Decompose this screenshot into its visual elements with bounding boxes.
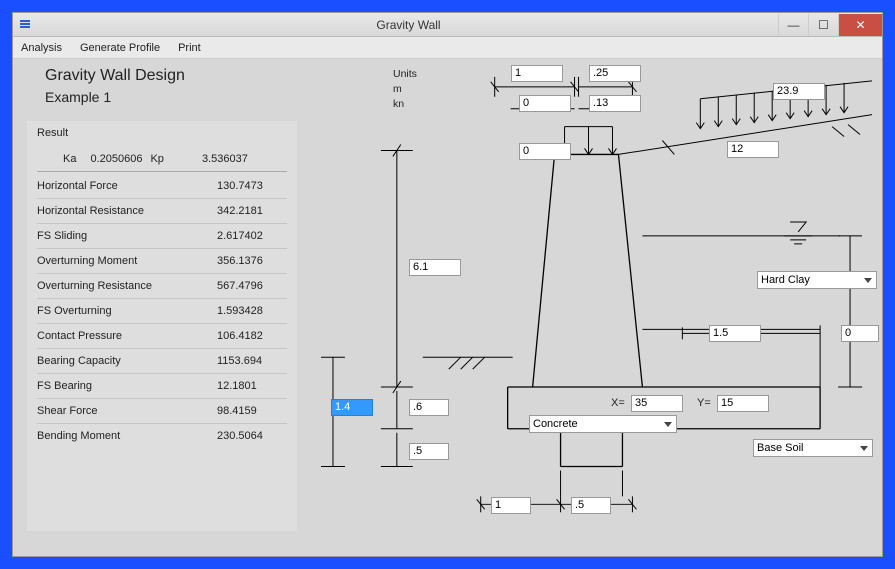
result-label: Horizontal Resistance [37, 205, 144, 217]
result-row: Overturning Resistance 567.4796 [37, 274, 287, 299]
input-x[interactable]: 35 [631, 395, 683, 412]
ka-label: Ka [63, 153, 76, 165]
result-value: 12.1801 [217, 380, 287, 392]
result-label: Bearing Capacity [37, 355, 121, 367]
menubar: Analysis Generate Profile Print [13, 37, 882, 59]
result-label: Bending Moment [37, 430, 120, 442]
input-heel-width[interactable]: 1.5 [709, 325, 761, 342]
result-row: FS Overturning 1.593428 [37, 299, 287, 324]
ka-value: 0.2050606 [90, 153, 142, 165]
app-window: Gravity Wall — ☐ ✕ Analysis Generate Pro… [12, 12, 883, 557]
close-button[interactable]: ✕ [838, 14, 882, 36]
result-value: 98.4159 [217, 405, 287, 417]
result-value: 356.1376 [217, 255, 287, 267]
result-value: 130.7473 [217, 180, 287, 192]
result-value: 106.4182 [217, 330, 287, 342]
results-ka-kp-row: Ka 0.2050606 Kp 3.536037 [37, 149, 287, 172]
window-title: Gravity Wall [39, 18, 778, 32]
result-label: Horizontal Force [37, 180, 118, 192]
results-header: Result [37, 127, 287, 139]
result-value: 342.2181 [217, 205, 287, 217]
kp-value: 3.536037 [202, 153, 248, 165]
result-row: Contact Pressure 106.4182 [37, 324, 287, 349]
y-label: Y= [697, 397, 711, 409]
input-top-o1[interactable]: 0 [519, 95, 571, 112]
input-top-w1[interactable]: 1 [511, 65, 563, 82]
menu-generate-profile[interactable]: Generate Profile [80, 42, 160, 54]
input-key-height[interactable]: .5 [409, 443, 449, 460]
app-icon [19, 18, 33, 32]
result-row: Horizontal Force 130.7473 [37, 174, 287, 199]
x-label: X= [611, 397, 625, 409]
input-water-depth[interactable]: 0 [841, 325, 879, 342]
result-row: Bending Moment 230.5064 [37, 424, 287, 448]
result-value: 567.4796 [217, 280, 287, 292]
input-key-w2[interactable]: .5 [571, 497, 611, 514]
menu-print[interactable]: Print [178, 42, 201, 54]
select-backfill-soil[interactable]: Hard Clay [757, 271, 877, 289]
input-embed-depth[interactable]: 1.4 [331, 399, 373, 416]
result-value: 1.593428 [217, 305, 287, 317]
result-value: 230.5064 [217, 430, 287, 442]
input-surcharge-left[interactable]: 0 [519, 143, 571, 160]
kp-label: Kp [150, 153, 163, 165]
result-row: FS Sliding 2.617402 [37, 224, 287, 249]
result-row: Overturning Moment 356.1376 [37, 249, 287, 274]
titlebar: Gravity Wall — ☐ ✕ [13, 13, 882, 37]
result-label: FS Overturning [37, 305, 112, 317]
result-row: FS Bearing 12.1801 [37, 374, 287, 399]
result-label: FS Bearing [37, 380, 92, 392]
input-base-height[interactable]: .6 [409, 399, 449, 416]
result-label: Shear Force [37, 405, 98, 417]
input-stem-height[interactable]: 6.1 [409, 259, 461, 276]
workspace: Gravity Wall Design Example 1 Units m kn… [13, 59, 882, 556]
result-row: Shear Force 98.4159 [37, 399, 287, 424]
input-top-o2[interactable]: .13 [589, 95, 641, 112]
result-label: FS Sliding [37, 230, 87, 242]
wall-diagram: 1 .25 0 .13 0 23.9 12 6.1 .6 .5 1.4 1.5 … [313, 59, 882, 556]
page-title: Gravity Wall Design [45, 67, 185, 85]
input-top-w2[interactable]: .25 [589, 65, 641, 82]
result-label: Overturning Resistance [37, 280, 152, 292]
result-label: Contact Pressure [37, 330, 122, 342]
result-row: Bearing Capacity 1153.694 [37, 349, 287, 374]
select-base-soil[interactable]: Base Soil [753, 439, 873, 457]
maximize-button[interactable]: ☐ [808, 14, 838, 36]
result-value: 2.617402 [217, 230, 287, 242]
example-label: Example 1 [45, 89, 111, 105]
result-label: Overturning Moment [37, 255, 137, 267]
result-value: 1153.694 [217, 355, 287, 367]
input-y[interactable]: 15 [717, 395, 769, 412]
menu-analysis[interactable]: Analysis [21, 42, 62, 54]
results-panel: Result Ka 0.2050606 Kp 3.536037 Horizont… [27, 121, 297, 531]
select-wall-material[interactable]: Concrete [529, 415, 677, 433]
input-slope-segment[interactable]: 12 [727, 141, 779, 158]
input-surcharge-right[interactable]: 23.9 [773, 83, 825, 100]
diagram-lines [313, 59, 882, 556]
input-key-w1[interactable]: 1 [491, 497, 531, 514]
minimize-button[interactable]: — [778, 14, 808, 36]
result-row: Horizontal Resistance 342.2181 [37, 199, 287, 224]
